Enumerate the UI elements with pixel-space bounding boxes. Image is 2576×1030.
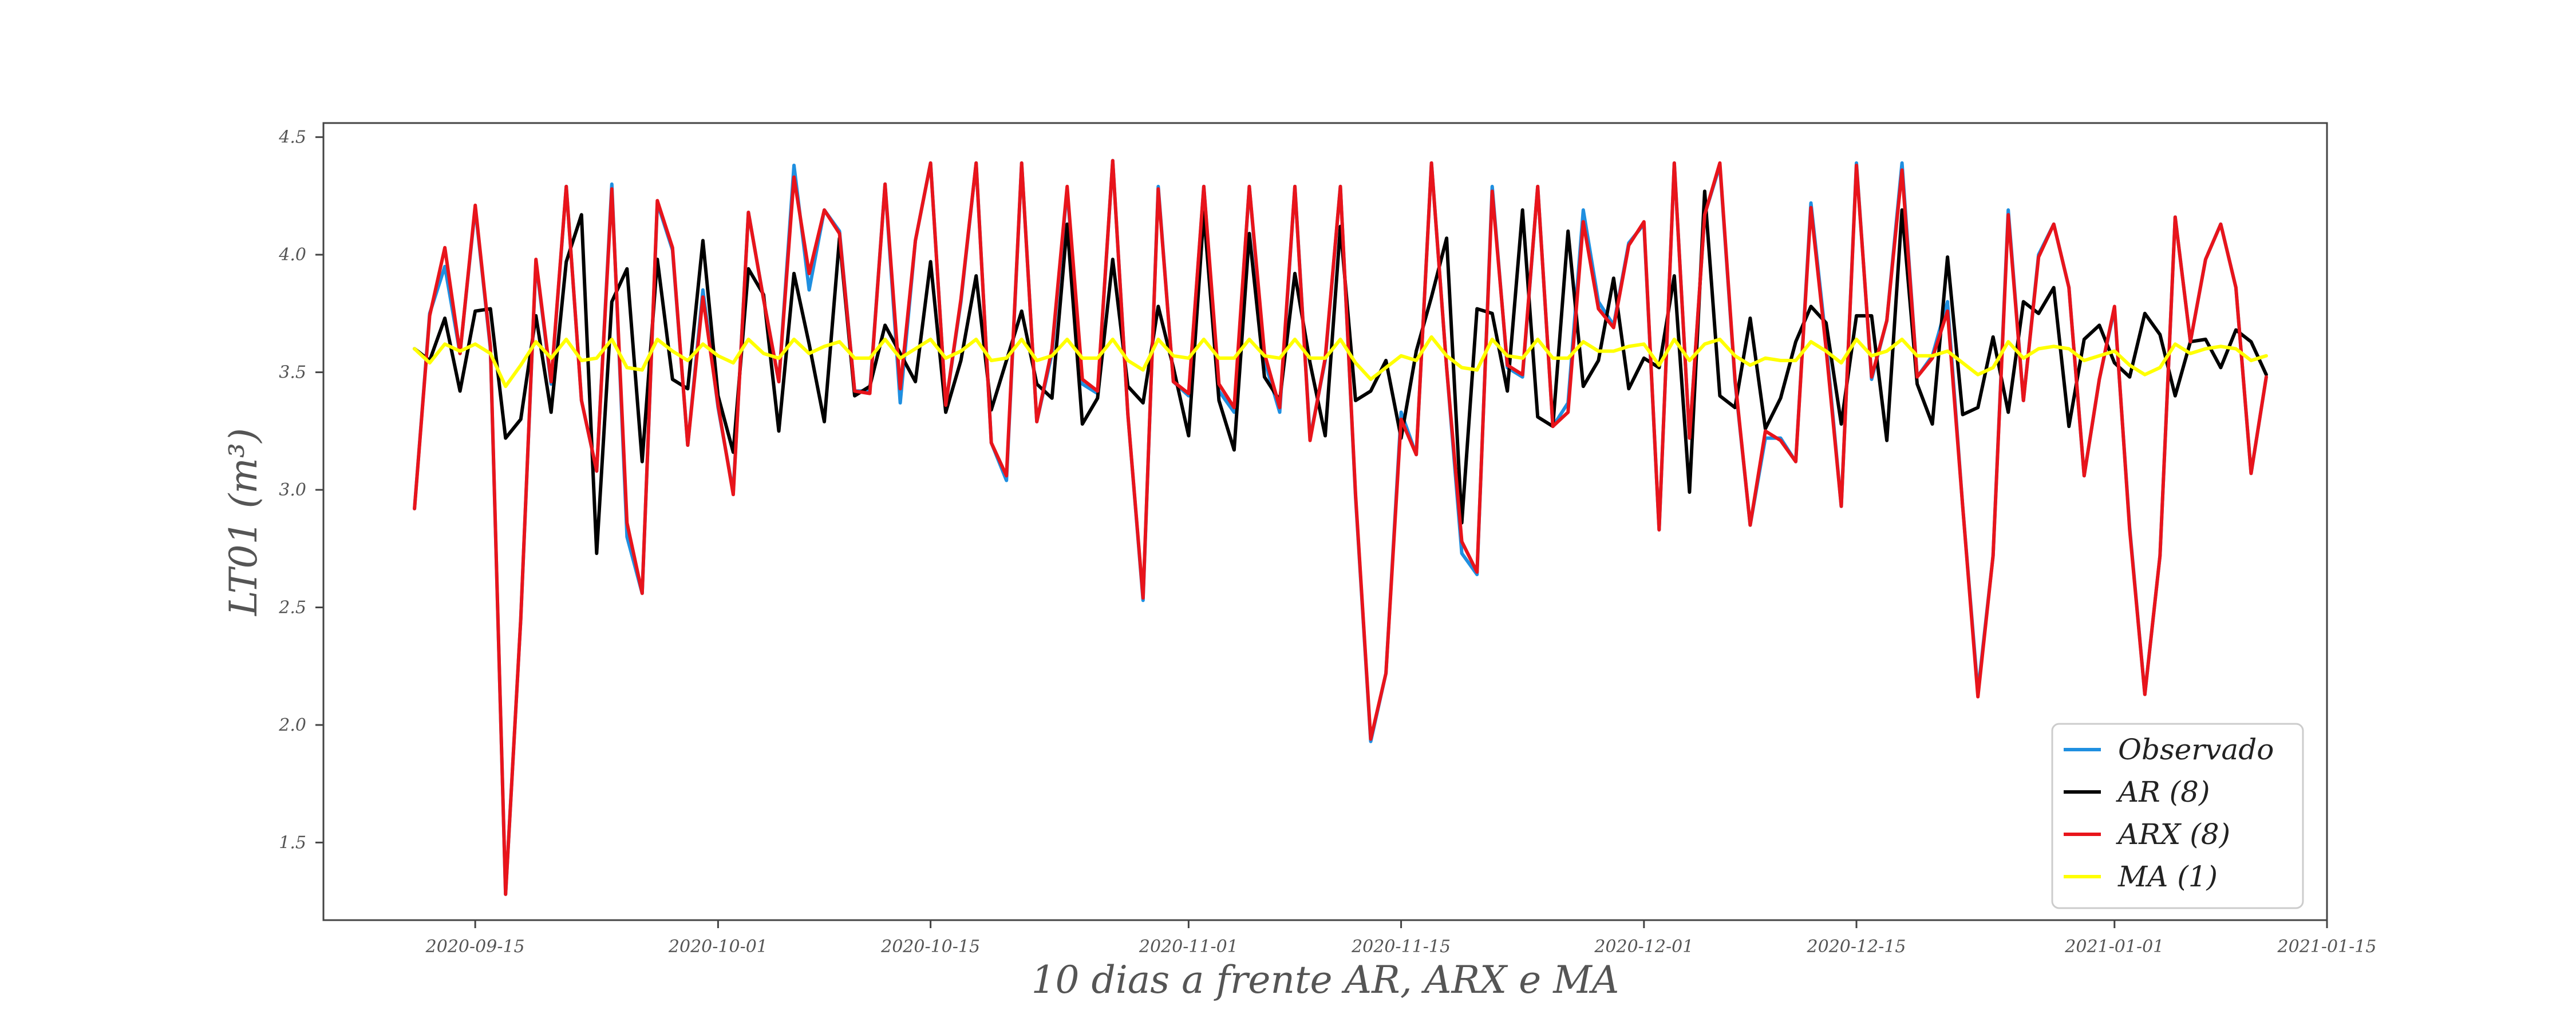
series-line-1: [413, 189, 2268, 555]
y-axis-title: LT01 (m³): [222, 428, 266, 616]
x-tick-label-1: 2020-10-01: [668, 937, 768, 957]
x-tick-label-5: 2020-12-01: [1594, 937, 1693, 957]
y-axis-ticks: 1.5 2.0 2.5 3.0 3.5 4.0 4.5: [278, 128, 323, 853]
x-tick-label-4: 2020-11-15: [1351, 937, 1451, 957]
x-tick-label-2: 2020-10-15: [880, 937, 980, 957]
x-tick-label-0: 2020-09-15: [425, 937, 525, 957]
x-axis-ticks: 2020-09-15 2020-10-01 2020-10-15 2020-11-01…: [425, 920, 2377, 957]
x-tick-label-6: 2020-12-15: [1807, 937, 1906, 957]
legend-box: [2051, 723, 2304, 909]
legend-label-1: AR (8): [2116, 775, 2210, 809]
plot-frame: [322, 122, 2328, 921]
y-tick-label-6: 4.5: [278, 128, 306, 148]
x-axis-title: 10 dias a frente AR, ARX e MA: [1032, 958, 1619, 1002]
legend: Observado AR (8) ARX (8) MA (1): [2051, 723, 2304, 909]
legend-label-3: MA (1): [2117, 860, 2218, 893]
legend-label-0: Observado: [2118, 733, 2274, 766]
series-line-3: [413, 335, 2268, 389]
y-tick-label-1: 2.0: [278, 715, 306, 735]
x-tick-label-7: 2021-01-01: [2064, 937, 2164, 957]
y-tick-label-4: 3.5: [279, 363, 306, 383]
series-lines: [413, 159, 2268, 896]
legend-label-2: ARX (8): [2116, 818, 2230, 851]
y-tick-label-0: 1.5: [279, 833, 306, 853]
y-tick-label-5: 4.0: [278, 245, 306, 265]
x-tick-label-8: 2021-01-15: [2277, 937, 2377, 957]
series-line-2: [413, 159, 2268, 896]
x-tick-label-3: 2020-11-01: [1139, 937, 1238, 957]
y-tick-label-2: 2.5: [278, 597, 306, 617]
y-tick-label-3: 3.0: [279, 480, 306, 500]
